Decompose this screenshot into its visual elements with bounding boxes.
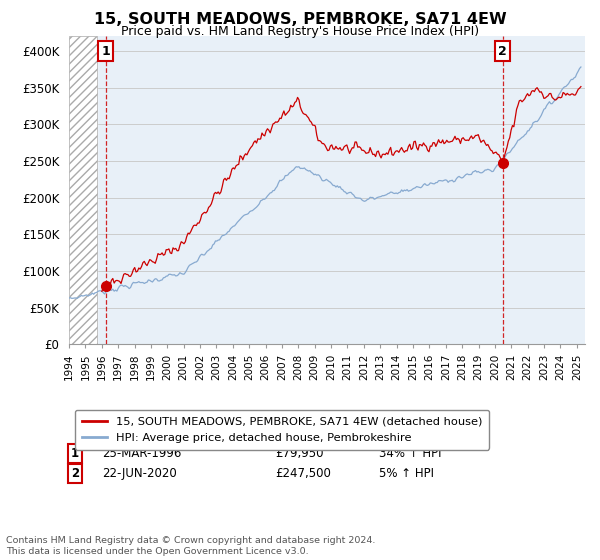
Text: Contains HM Land Registry data © Crown copyright and database right 2024.
This d: Contains HM Land Registry data © Crown c… bbox=[6, 536, 376, 556]
Text: 5% ↑ HPI: 5% ↑ HPI bbox=[379, 467, 434, 480]
Bar bbox=[69, 36, 97, 344]
Text: 1: 1 bbox=[71, 447, 79, 460]
Text: 15, SOUTH MEADOWS, PEMBROKE, SA71 4EW: 15, SOUTH MEADOWS, PEMBROKE, SA71 4EW bbox=[94, 12, 506, 27]
Text: 34% ↑ HPI: 34% ↑ HPI bbox=[379, 447, 441, 460]
Legend: 15, SOUTH MEADOWS, PEMBROKE, SA71 4EW (detached house), HPI: Average price, deta: 15, SOUTH MEADOWS, PEMBROKE, SA71 4EW (d… bbox=[74, 410, 489, 450]
Text: 25-MAR-1996: 25-MAR-1996 bbox=[103, 447, 182, 460]
Text: 2: 2 bbox=[498, 45, 507, 58]
Text: Price paid vs. HM Land Registry's House Price Index (HPI): Price paid vs. HM Land Registry's House … bbox=[121, 25, 479, 38]
Bar bbox=[69, 36, 97, 344]
Text: £247,500: £247,500 bbox=[275, 467, 331, 480]
Text: 2: 2 bbox=[71, 467, 79, 480]
Text: £79,950: £79,950 bbox=[275, 447, 324, 460]
Text: 1: 1 bbox=[101, 45, 110, 58]
Text: 22-JUN-2020: 22-JUN-2020 bbox=[103, 467, 177, 480]
